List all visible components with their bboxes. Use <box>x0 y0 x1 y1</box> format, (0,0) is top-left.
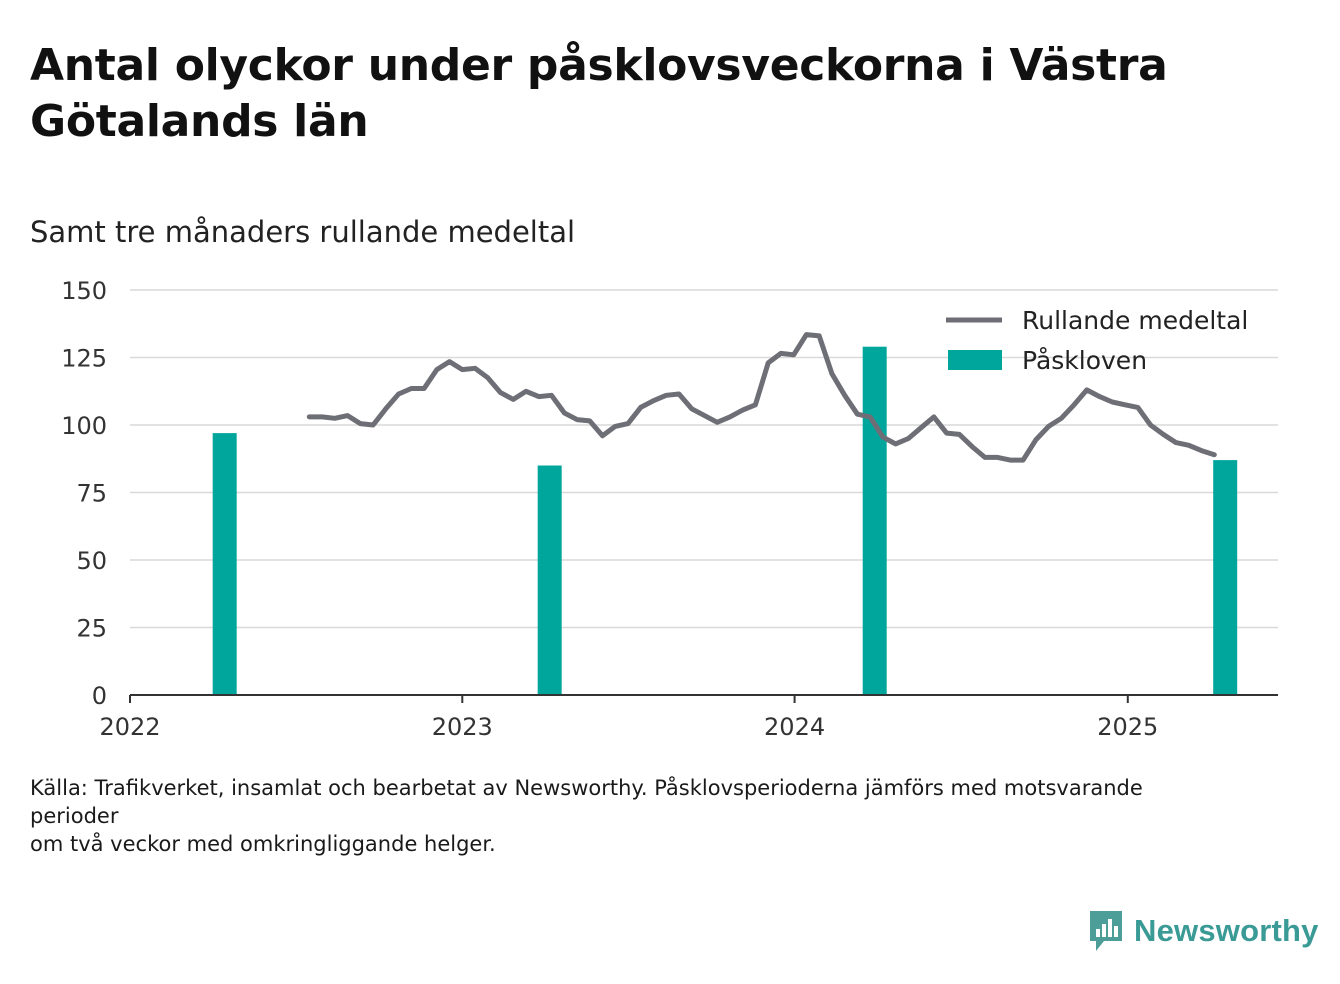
x-tick-label: 2023 <box>432 713 493 741</box>
y-tick-label: 125 <box>61 345 107 373</box>
source-line-2: om två veckor med omkringliggande helger… <box>30 832 496 856</box>
source-line-1: Källa: Trafikverket, insamlat och bearbe… <box>30 776 1143 828</box>
chart-title: Antal olyckor under påsklovsveckorna i V… <box>30 40 1168 147</box>
bar-series-paskloven <box>212 346 1238 695</box>
x-tick-label: 2024 <box>764 713 825 741</box>
x-tick-label: 2022 <box>99 713 160 741</box>
bar <box>212 433 237 695</box>
newsworthy-logo[interactable]: Newsworthy <box>1088 908 1319 954</box>
y-tick-label: 0 <box>92 682 107 710</box>
source-note: Källa: Trafikverket, insamlat och bearbe… <box>30 774 1230 858</box>
newsworthy-chart-icon <box>1090 911 1122 951</box>
chart-subtitle: Samt tre månaders rullande medeltal <box>30 215 576 249</box>
y-tick-label: 150 <box>61 277 107 305</box>
bar <box>862 346 887 695</box>
brand-name: Newsworthy <box>1134 913 1319 948</box>
y-tick-label: 50 <box>76 547 107 575</box>
legend-label-rullande-medeltal: Rullande medeltal <box>1022 306 1248 335</box>
x-tick-label: 2025 <box>1097 713 1158 741</box>
rolling-average-line <box>306 332 1217 463</box>
bar <box>537 465 562 695</box>
accident-chart: 0 25 50 75 100 125 150 2022 2023 2024 2025 Rulland… <box>61 277 1278 741</box>
y-tick-label: 25 <box>76 615 107 643</box>
line-series-rullande-medeltal <box>306 332 1217 463</box>
y-tick-label: 75 <box>76 480 107 508</box>
legend-swatch-bar <box>948 350 1002 370</box>
legend: Rullande medeltal Påskloven <box>946 306 1248 375</box>
legend-label-paskloven: Påskloven <box>1022 346 1147 375</box>
y-tick-label: 100 <box>61 412 107 440</box>
bar <box>1213 460 1238 695</box>
axes: 0 25 50 75 100 125 150 2022 2023 2024 2025 <box>61 277 1278 741</box>
gridlines <box>130 289 1278 629</box>
